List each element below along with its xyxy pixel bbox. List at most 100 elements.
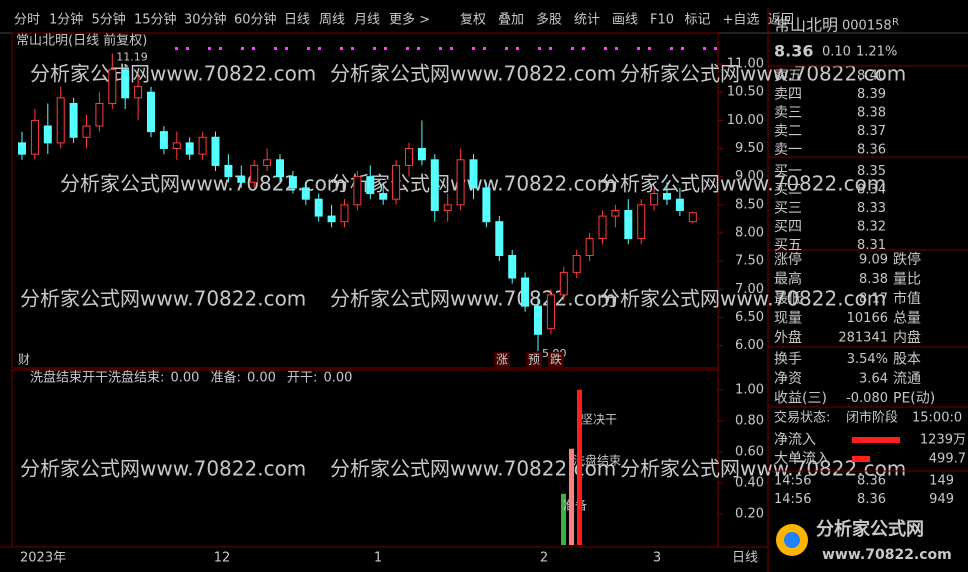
tick-price: 8.36: [857, 474, 886, 489]
period-tab[interactable]: 60分钟: [234, 12, 277, 28]
period-tab[interactable]: 月线: [354, 13, 380, 28]
stat-label-right: 量比: [893, 272, 921, 288]
signal-dot: [208, 47, 211, 50]
book-price: 8.31: [857, 238, 886, 253]
y-tick-label: 7.00: [735, 282, 764, 297]
stat-value: 3.64: [859, 372, 888, 387]
stat-value: 8.17: [859, 292, 888, 307]
candle-body: [43, 125, 52, 144]
candle-body: [198, 136, 207, 155]
signal-dot: [582, 47, 585, 50]
candle-body: [276, 159, 284, 178]
x-tick-label: 2023年: [20, 551, 66, 566]
signal-dot: [670, 47, 673, 50]
candle-body: [663, 193, 671, 200]
legend-value: 0.00: [324, 371, 353, 386]
candle-body: [237, 176, 246, 183]
candle-body: [482, 187, 491, 223]
marker-box: [494, 352, 510, 367]
period-tab[interactable]: 5分钟: [92, 12, 126, 28]
y-tick-label: 1.00: [735, 382, 764, 397]
period-tab[interactable]: 周线: [319, 13, 345, 28]
stat-label-right: 跌停: [893, 251, 921, 268]
event-marker: 预: [528, 353, 540, 367]
tool-button[interactable]: F10: [650, 13, 674, 28]
x-tick-label: 3: [653, 551, 661, 566]
period-tab[interactable]: 更多 >: [389, 12, 430, 28]
signal-dot: [175, 47, 178, 50]
tool-button[interactable]: +自选: [723, 13, 760, 28]
y-tick-label: 10.00: [727, 113, 764, 128]
stat-value: 281341: [838, 331, 888, 346]
book-label: 买四: [774, 219, 802, 235]
candle-body: [546, 294, 555, 330]
tool-button[interactable]: 统计: [574, 13, 600, 28]
candle-body: [30, 119, 39, 155]
stat-label: 收益(三): [774, 391, 827, 407]
candle-body: [366, 176, 375, 195]
x-tick-label: 2: [540, 551, 548, 566]
candle-body: [521, 277, 530, 307]
tool-button[interactable]: 画线: [612, 13, 638, 28]
tool-button[interactable]: 标记: [685, 13, 711, 28]
candle-body: [95, 102, 104, 127]
stat-value: 9.09: [859, 253, 888, 268]
book-price: 8.37: [857, 124, 886, 139]
book-label: 卖四: [774, 87, 802, 103]
watermark: 分析家公式网www.70822.com: [20, 287, 306, 311]
signal-dot: [505, 47, 508, 50]
change: 0.10: [822, 45, 851, 60]
candle-body: [508, 254, 517, 279]
signal-dot: [681, 47, 684, 50]
event-marker: 跌: [550, 352, 562, 367]
y-tick-label: 9.00: [735, 169, 764, 184]
tick-time: 14:56: [774, 492, 811, 507]
stat-label: 最高: [774, 271, 802, 288]
signal-bar: [569, 448, 574, 545]
legend-name: 洗盘结束:: [108, 370, 164, 386]
signal-dot: [307, 47, 310, 50]
stat-value: 8.38: [859, 272, 888, 287]
x-tick-label: 1: [374, 551, 382, 566]
watermark: 分析家公式网www.70822.com: [330, 62, 616, 86]
tool-button[interactable]: 叠加: [498, 13, 524, 28]
candle-body: [185, 142, 194, 155]
candle-body: [392, 164, 401, 200]
period-tab[interactable]: 15分钟: [134, 12, 177, 28]
event-marker: 财: [18, 353, 30, 367]
candle-body: [211, 136, 220, 166]
flow-value: 499.7: [929, 452, 966, 467]
candle-body: [327, 215, 336, 223]
candle-body: [417, 148, 426, 161]
y-tick-label: 0.80: [735, 413, 764, 428]
watermark: 分析家公式网www.70822.com: [330, 457, 616, 481]
signal-dot: [252, 47, 255, 50]
signal-dot: [384, 47, 387, 50]
tool-button[interactable]: 复权: [460, 12, 486, 28]
book-label: 买五: [774, 238, 802, 254]
period-tab[interactable]: 30分钟: [184, 12, 227, 28]
candle-body: [263, 159, 272, 166]
period-tab[interactable]: 日线: [284, 13, 310, 28]
period-tab[interactable]: 分时: [14, 13, 40, 28]
marker-box: [548, 352, 564, 367]
candle-body: [224, 164, 233, 178]
flow-label: 净流入: [774, 432, 816, 448]
candle-body: [353, 176, 362, 206]
book-price: 8.35: [857, 164, 886, 179]
candle-body: [598, 215, 607, 240]
watermark: 分析家公式网www.70822.com: [330, 287, 616, 311]
candle-body: [559, 271, 568, 296]
candle-body: [340, 204, 349, 223]
candle-body: [405, 148, 413, 166]
signal-dot: [373, 47, 376, 50]
tool-button[interactable]: 返回: [768, 13, 794, 28]
logo-name: 分析家公式网: [816, 518, 924, 540]
stat-value: 3.54%: [847, 352, 888, 367]
stat-label-right: 内盘: [893, 329, 921, 346]
stat-label: 最低: [774, 291, 802, 307]
period-tab[interactable]: 1分钟: [49, 12, 83, 28]
tool-button[interactable]: 多股: [536, 12, 562, 28]
candle-body: [172, 142, 181, 150]
signal-dot: [648, 47, 651, 50]
